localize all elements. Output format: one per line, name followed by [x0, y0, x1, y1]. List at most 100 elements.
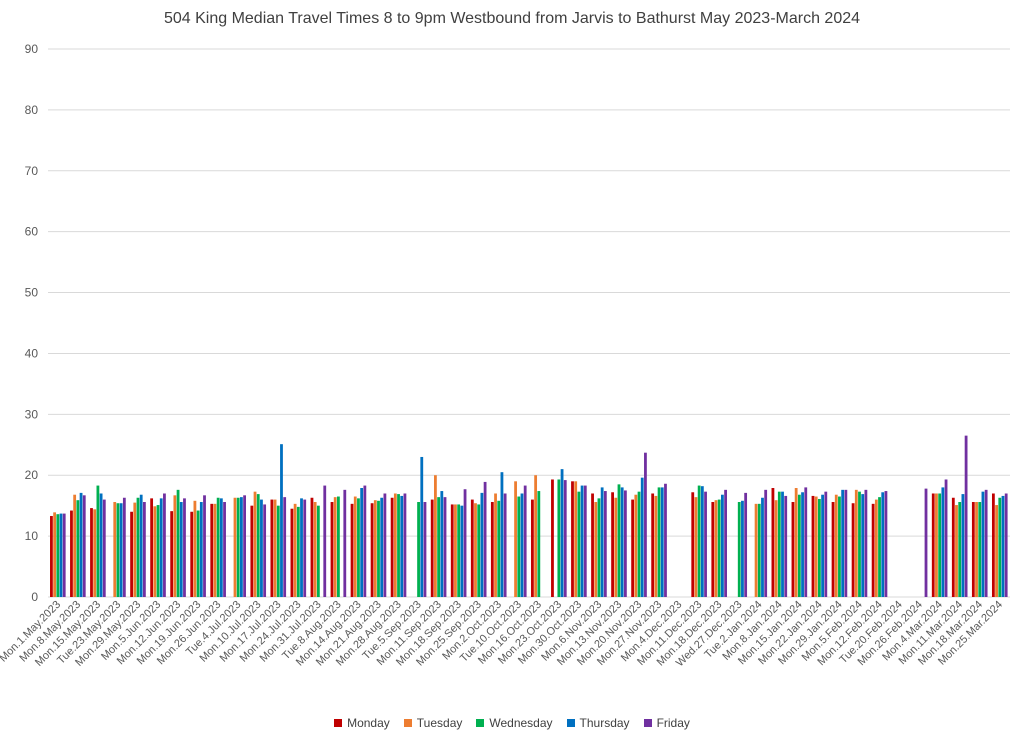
- bar-thursday-29: [640, 477, 644, 597]
- bar-tuesday-19: [434, 475, 437, 597]
- bar-tuesday-35: [754, 503, 758, 597]
- chart-title: 504 King Median Travel Times 8 to 9pm We…: [163, 10, 861, 27]
- bar-tuesday-24: [534, 475, 538, 597]
- bar-tuesday-38: [814, 496, 818, 597]
- bar-thursday-32: [700, 486, 704, 597]
- bar-wednesday-13: [316, 505, 320, 597]
- bar-wednesday-45: [958, 502, 962, 597]
- bar-wednesday-29: [637, 491, 641, 597]
- bar-thursday-35: [761, 497, 764, 597]
- bar-wednesday-5: [156, 505, 160, 597]
- legend-label: Tuesday: [416, 716, 463, 730]
- bar-wednesday-23: [517, 496, 521, 597]
- bar-monday-22: [490, 502, 494, 597]
- bar-wednesday-35: [757, 503, 761, 597]
- bar-wednesday-9: [236, 497, 240, 597]
- bar-thursday-47: [1001, 495, 1005, 597]
- bar-monday-33: [711, 502, 715, 597]
- bar-wednesday-30: [657, 487, 661, 597]
- bar-thursday-28: [620, 487, 624, 597]
- bar-tuesday-23: [514, 481, 517, 597]
- legend-item-friday: Friday: [643, 716, 690, 730]
- legend-swatch: [566, 719, 575, 727]
- bar-tuesday-37: [794, 488, 798, 597]
- bar-wednesday-37: [797, 494, 801, 597]
- bar-tuesday-16: [373, 500, 377, 597]
- legend-swatch: [476, 719, 485, 727]
- bars: [50, 435, 1008, 597]
- bar-tuesday-32: [694, 497, 698, 597]
- bar-thursday-21: [480, 492, 484, 597]
- bar-friday-30: [664, 483, 667, 597]
- bar-thursday-41: [881, 492, 885, 597]
- bar-monday-12: [290, 508, 294, 597]
- bar-monday-39: [831, 502, 835, 597]
- bar-tuesday-28: [614, 497, 618, 597]
- legend-label: Monday: [347, 716, 390, 730]
- y-tick-label: 80: [25, 103, 39, 117]
- bar-wednesday-7: [196, 510, 200, 597]
- bar-wednesday-10: [256, 494, 260, 597]
- bar-thursday-45: [961, 494, 965, 597]
- bar-wednesday-27: [597, 498, 601, 597]
- bar-monday-24: [531, 499, 534, 597]
- bar-thursday-1: [79, 492, 83, 597]
- bar-monday-26: [571, 481, 574, 597]
- bar-wednesday-36: [777, 491, 781, 597]
- bar-tuesday-14: [333, 497, 337, 597]
- bar-monday-16: [370, 503, 374, 597]
- y-tick-label: 20: [25, 468, 39, 482]
- bar-tuesday-39: [834, 494, 838, 597]
- bar-wednesday-47: [998, 497, 1002, 597]
- bar-monday-11: [270, 499, 274, 597]
- bar-monday-32: [691, 492, 695, 597]
- bar-thursday-12: [300, 498, 303, 597]
- bar-friday-7: [203, 495, 206, 597]
- bar-monday-0: [50, 516, 53, 597]
- legend-swatch: [403, 719, 412, 727]
- bar-thursday-11: [280, 444, 283, 597]
- bar-friday-4: [142, 502, 146, 597]
- bar-tuesday-45: [955, 505, 958, 597]
- bar-friday-45: [964, 435, 968, 597]
- bar-friday-27: [603, 491, 607, 597]
- bar-thursday-22: [500, 472, 504, 597]
- bar-wednesday-33: [717, 499, 721, 597]
- bar-thursday-0: [59, 513, 63, 597]
- bar-friday-39: [844, 489, 848, 597]
- bar-friday-38: [824, 491, 828, 597]
- bar-thursday-16: [380, 497, 384, 597]
- bar-wednesday-4: [136, 497, 140, 597]
- bar-friday-43: [924, 488, 928, 597]
- bar-monday-8: [210, 503, 214, 597]
- bar-thursday-40: [861, 494, 865, 597]
- bar-wednesday-26: [577, 491, 581, 597]
- bar-tuesday-3: [113, 502, 117, 597]
- bar-monday-21: [470, 499, 474, 597]
- bar-wednesday-12: [296, 506, 300, 597]
- bar-thursday-44: [941, 487, 945, 597]
- y-axis-tick-labels: 0 10 20 30 40 50 60 70 80 90: [25, 42, 39, 604]
- bar-tuesday-21: [474, 503, 477, 597]
- bar-friday-1: [82, 495, 86, 597]
- bar-friday-47: [1004, 493, 1008, 597]
- bar-tuesday-13: [313, 502, 317, 597]
- bar-thursday-36: [781, 491, 784, 597]
- bar-monday-5: [150, 498, 154, 597]
- bar-wednesday-22: [497, 500, 501, 597]
- bar-tuesday-5: [153, 506, 157, 597]
- legend-item-monday: Monday: [334, 716, 390, 730]
- bar-tuesday-20: [454, 504, 457, 597]
- gridlines: [48, 48, 1010, 598]
- legend-swatch: [334, 719, 343, 727]
- bar-monday-27: [591, 493, 594, 597]
- bar-friday-22: [503, 493, 507, 597]
- bar-thursday-6: [179, 502, 183, 597]
- bar-thursday-15: [360, 488, 364, 597]
- bar-friday-6: [183, 498, 186, 597]
- bar-monday-7: [190, 511, 194, 597]
- x-axis-tick-labels: Mon.1.May.2023Mon.8.May.2023Mon.15.May.2…: [0, 599, 1005, 670]
- bar-friday-20: [463, 489, 467, 597]
- bar-thursday-3: [119, 503, 123, 597]
- bar-tuesday-27: [594, 502, 598, 597]
